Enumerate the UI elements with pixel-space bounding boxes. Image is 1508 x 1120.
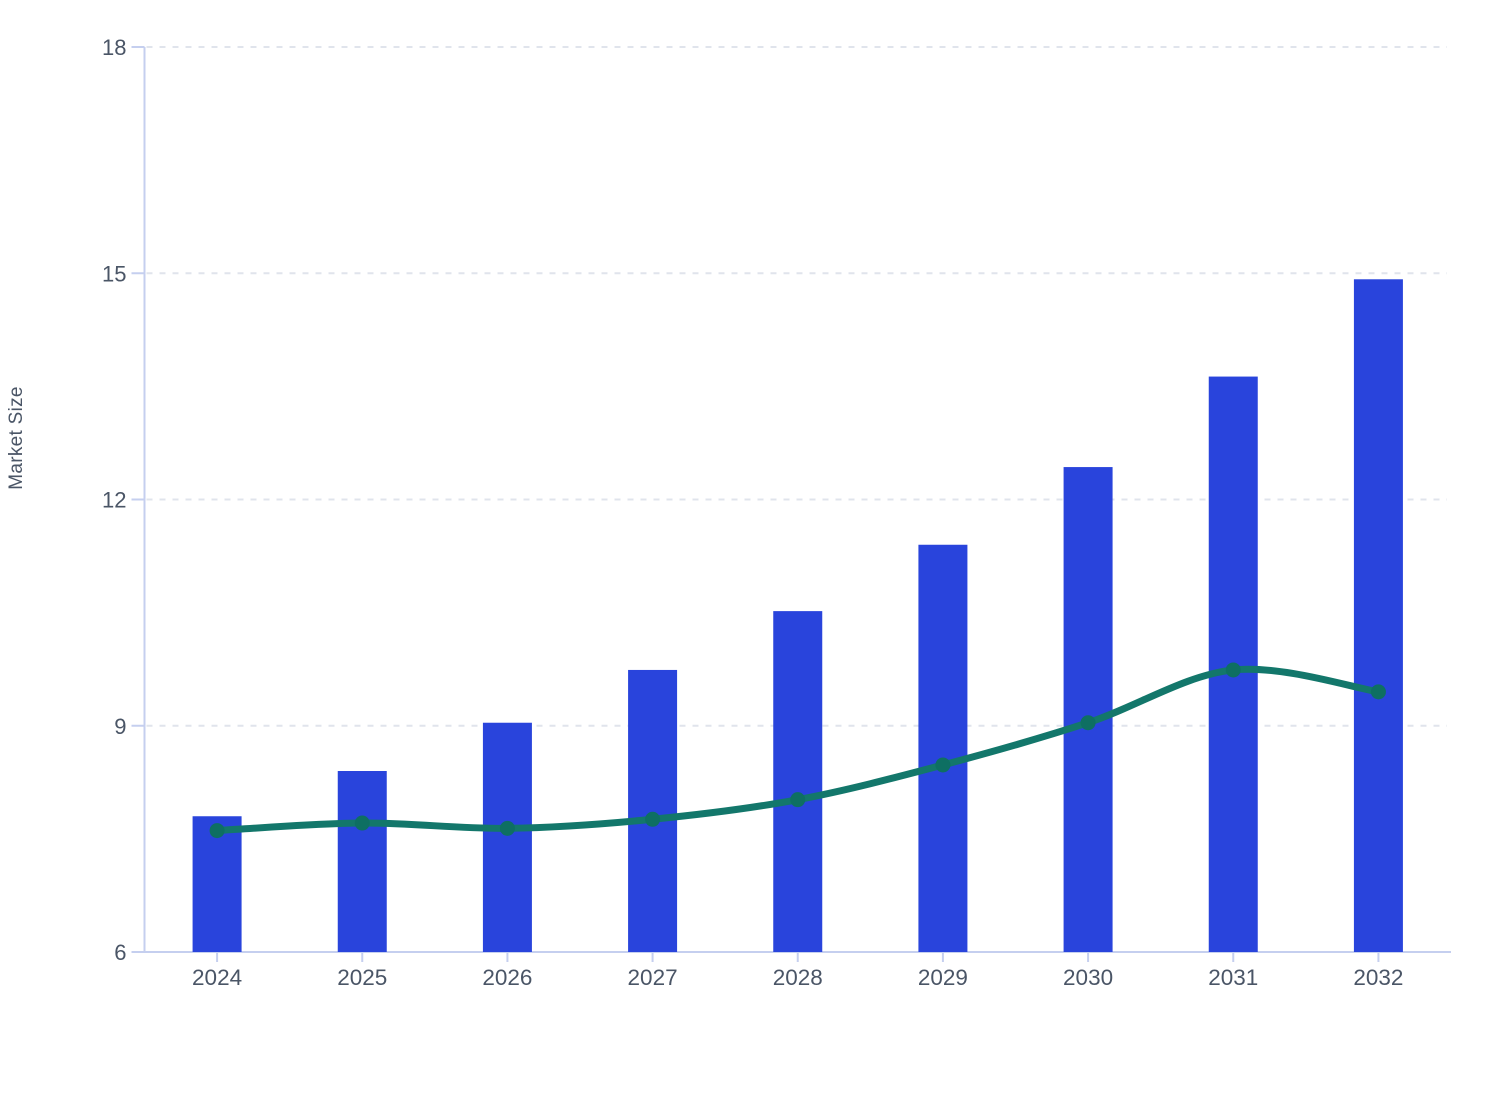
line-point	[790, 792, 806, 808]
x-tick-label: 2031	[1208, 965, 1258, 990]
x-tick-label: 2025	[337, 965, 387, 990]
bar	[773, 611, 823, 952]
line-point	[645, 811, 661, 827]
line-point	[209, 823, 225, 839]
y-tick-label: 15	[102, 261, 126, 286]
x-tick-label: 2032	[1353, 965, 1403, 990]
y-tick-label: 9	[114, 714, 126, 739]
line-point	[1080, 715, 1096, 731]
bar	[482, 722, 532, 952]
bar	[337, 771, 387, 952]
bar	[1063, 467, 1113, 952]
y-tick-label: 6	[114, 940, 126, 965]
y-axis-title: Market Size	[6, 386, 27, 490]
y-tick-label: 12	[102, 488, 126, 513]
line-point	[935, 757, 951, 773]
bar	[918, 544, 968, 952]
bar	[192, 816, 242, 952]
line-point	[1370, 684, 1386, 700]
x-tick-label: 2028	[773, 965, 823, 990]
bar	[1353, 279, 1403, 952]
line-point	[1225, 662, 1241, 678]
x-tick-label: 2026	[482, 965, 532, 990]
y-tick-label: 18	[102, 35, 126, 60]
x-tick-label: 2024	[192, 965, 242, 990]
bar	[628, 669, 678, 952]
x-tick-label: 2027	[628, 965, 678, 990]
x-tick-label: 2030	[1063, 965, 1113, 990]
line-point	[499, 820, 515, 836]
line-point	[354, 815, 370, 831]
x-tick-label: 2029	[918, 965, 968, 990]
